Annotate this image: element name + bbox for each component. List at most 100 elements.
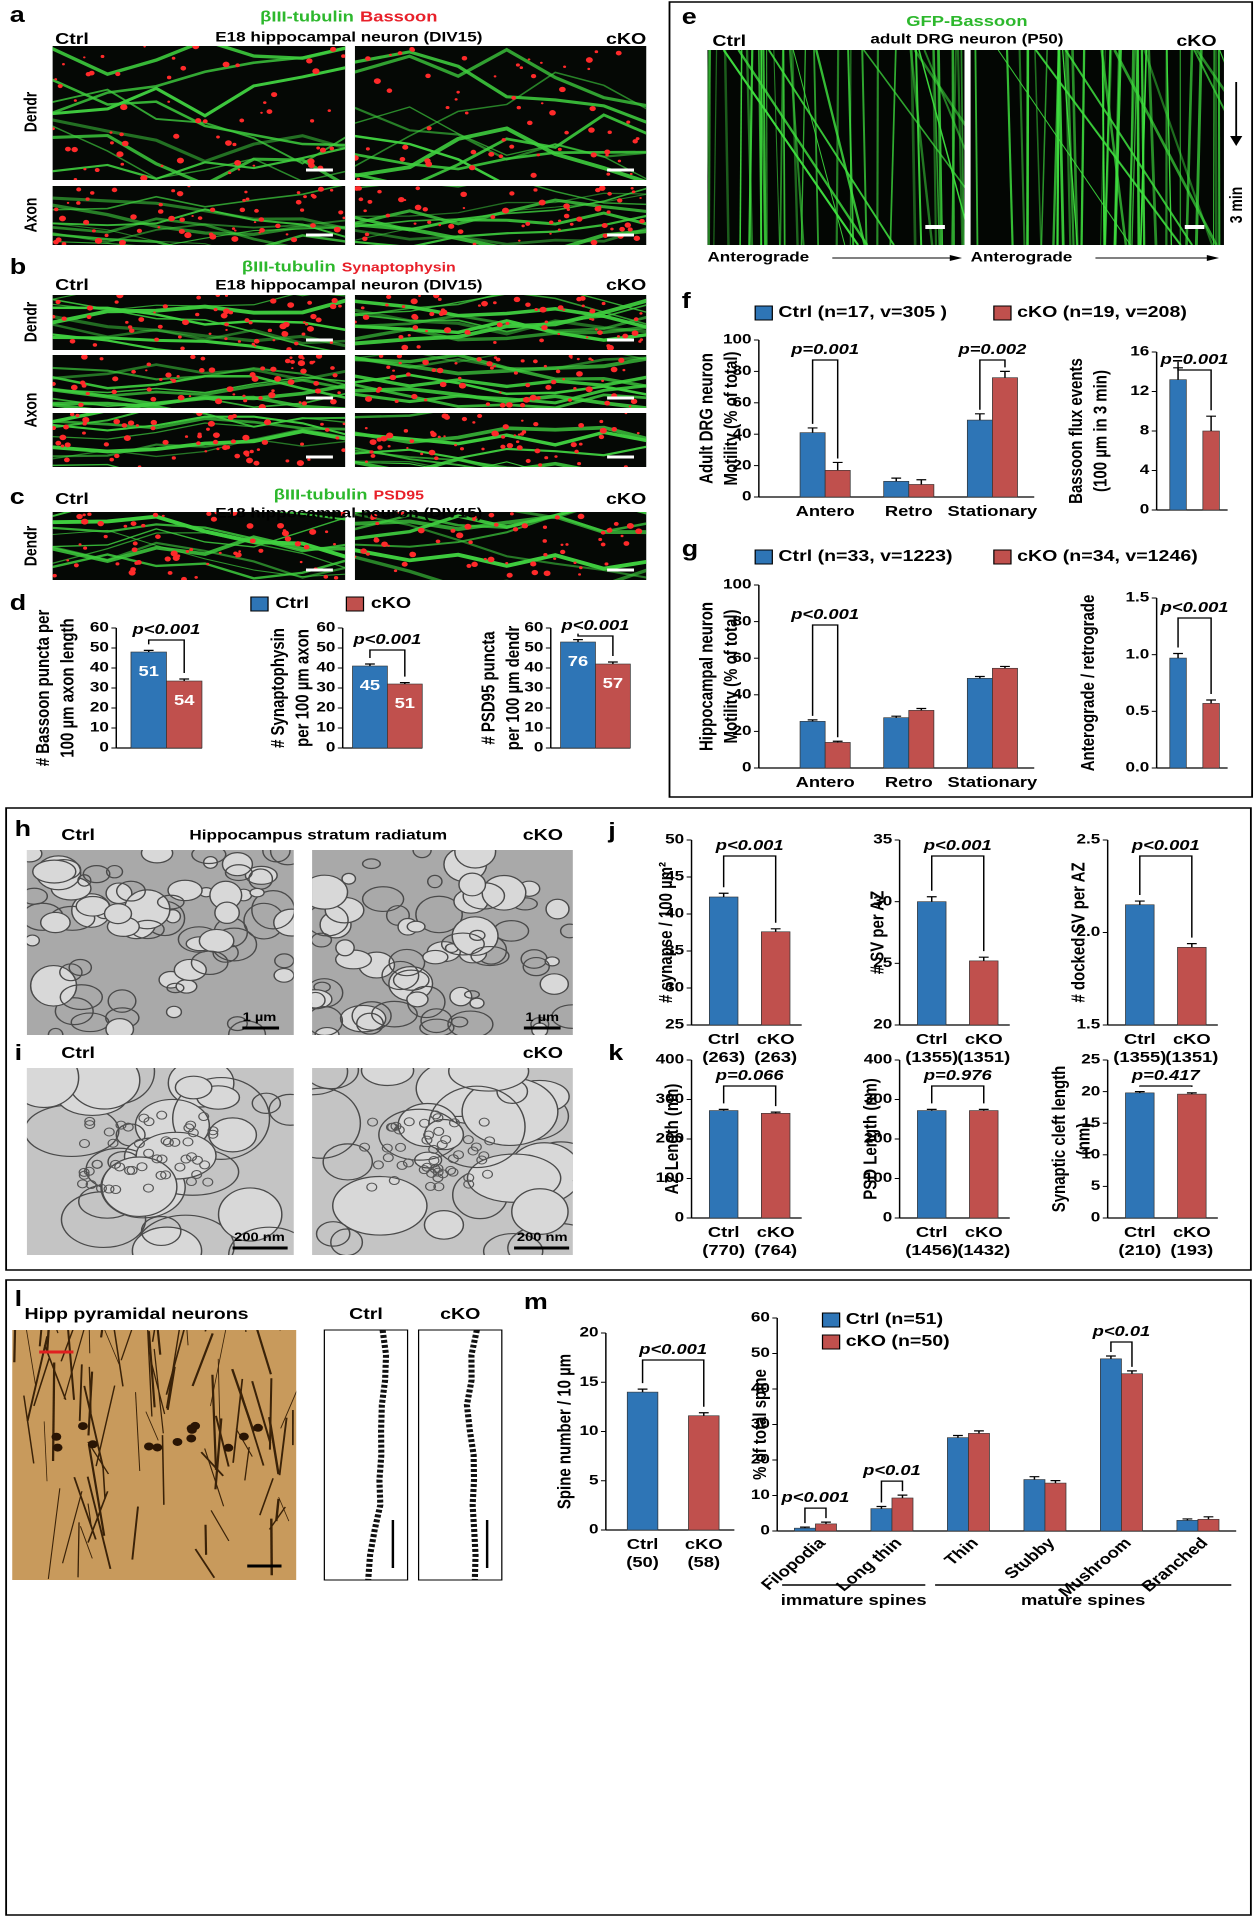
puncta xyxy=(567,398,573,402)
dendrite xyxy=(259,1478,274,1516)
neurite xyxy=(52,333,173,350)
y-axis-label: Motility (% of total) xyxy=(720,609,741,743)
bar xyxy=(130,651,167,749)
puncta xyxy=(542,539,547,543)
puncta xyxy=(196,295,202,300)
group-label: Ctrl xyxy=(55,490,89,508)
membrane xyxy=(361,858,382,870)
n-label: (58) xyxy=(687,1554,720,1571)
y-axis-label: Anterograde / retrograde xyxy=(1078,595,1099,772)
error-bar xyxy=(1182,1518,1193,1521)
neurite xyxy=(52,219,346,244)
membrane xyxy=(423,1210,465,1240)
y-tick-label: 200 xyxy=(656,1131,685,1146)
membrane xyxy=(463,990,480,999)
micrograph-texture xyxy=(354,46,647,180)
group-label: Ctrl xyxy=(349,1305,383,1323)
micrograph-texture xyxy=(354,512,647,580)
y-tick-label: 10 xyxy=(579,1424,598,1439)
x-tick-label: Thin xyxy=(940,1534,982,1568)
puncta xyxy=(286,347,292,350)
puncta xyxy=(300,368,307,374)
puncta xyxy=(76,187,82,192)
puncta xyxy=(630,187,634,190)
puncta xyxy=(222,445,229,451)
bar xyxy=(1176,1520,1199,1532)
puncta xyxy=(222,61,230,68)
puncta xyxy=(167,570,173,575)
kymo-trace xyxy=(914,50,923,245)
vesicle xyxy=(425,1181,437,1191)
neurite xyxy=(52,415,346,436)
puncta xyxy=(579,296,586,301)
puncta xyxy=(210,516,218,522)
puncta xyxy=(231,414,237,419)
puncta xyxy=(94,168,100,173)
puncta xyxy=(461,55,468,61)
dendrite xyxy=(251,1381,272,1444)
bar-label: 51 xyxy=(139,663,159,680)
significance-label: p=0.066 xyxy=(715,1067,785,1084)
neurite xyxy=(52,133,341,180)
puncta xyxy=(329,303,337,310)
n-label: (1355) xyxy=(905,1049,958,1066)
puncta xyxy=(589,318,592,321)
legend-label: Ctrl (n=33, v=1223) xyxy=(778,547,952,565)
bar-label: 57 xyxy=(603,675,623,692)
puncta xyxy=(123,524,128,528)
puncta xyxy=(242,198,246,202)
puncta xyxy=(253,221,257,224)
significance-bracket xyxy=(722,1085,777,1107)
neurite xyxy=(354,192,647,217)
puncta xyxy=(91,229,96,233)
puncta xyxy=(294,541,302,547)
dendrite xyxy=(131,1506,139,1560)
kymo-trace xyxy=(997,50,1132,245)
puncta xyxy=(85,71,92,77)
neurite xyxy=(52,363,346,381)
puncta xyxy=(155,534,161,539)
puncta xyxy=(189,547,194,552)
kymo-trace xyxy=(1127,50,1137,245)
puncta xyxy=(472,421,476,424)
puncta xyxy=(207,420,215,427)
puncta xyxy=(511,95,517,100)
puncta xyxy=(253,344,257,347)
membrane xyxy=(32,859,77,884)
neurite xyxy=(354,384,647,405)
puncta xyxy=(461,416,468,422)
puncta xyxy=(636,432,640,435)
vesicle xyxy=(453,1150,465,1160)
kymo-trace xyxy=(913,50,965,127)
puncta xyxy=(522,396,531,403)
puncta xyxy=(248,321,253,325)
puncta xyxy=(258,548,264,553)
puncta xyxy=(532,359,538,364)
puncta xyxy=(128,328,135,333)
vesicle xyxy=(198,1112,210,1122)
membrane xyxy=(360,1068,415,1087)
puncta xyxy=(239,207,246,213)
bar xyxy=(883,717,910,769)
neurite xyxy=(52,384,346,407)
puncta xyxy=(213,308,218,312)
puncta xyxy=(588,127,595,133)
puncta xyxy=(52,127,55,131)
puncta xyxy=(587,67,591,71)
puncta xyxy=(493,301,497,305)
neurite xyxy=(52,517,346,548)
puncta xyxy=(176,375,180,378)
bar xyxy=(799,721,826,769)
puncta xyxy=(177,335,182,339)
vesicle xyxy=(436,1140,448,1150)
puncta xyxy=(633,235,641,241)
puncta xyxy=(370,453,376,458)
puncta xyxy=(356,177,361,180)
puncta xyxy=(631,330,639,336)
puncta xyxy=(291,367,294,370)
puncta xyxy=(540,102,544,105)
puncta xyxy=(485,402,491,406)
puncta xyxy=(622,368,626,372)
panel-frame xyxy=(5,807,1252,1271)
